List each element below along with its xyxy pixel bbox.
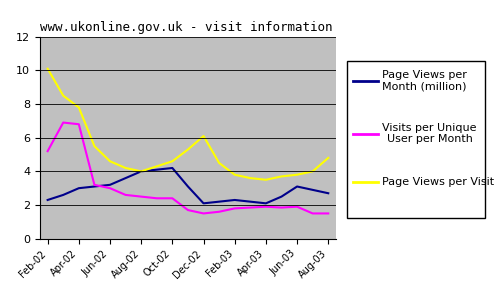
Text: www.ukonline.gov.uk - visit information: www.ukonline.gov.uk - visit information (40, 21, 332, 34)
Text: Page Views per Visit: Page Views per Visit (382, 177, 495, 187)
Text: Page Views per
Month (million): Page Views per Month (million) (382, 70, 467, 92)
Text: Visits per Unique
User per Month: Visits per Unique User per Month (382, 123, 477, 144)
Bar (347, 61, 485, 218)
